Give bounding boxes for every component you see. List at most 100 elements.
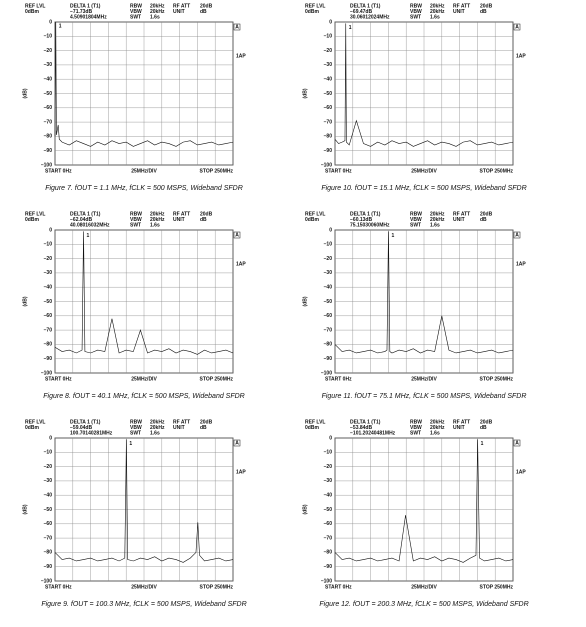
header-text: DELTA 1 (T1) (350, 211, 381, 217)
y-tick-label: –30 (324, 270, 333, 276)
x-stop-label: STOP 250MHz (200, 168, 234, 174)
x-start-label: START 0Hz (45, 376, 72, 382)
header-text: 0dBm (305, 9, 319, 15)
header-text: 20kHz (150, 419, 165, 425)
spectrum-line (334, 439, 514, 563)
y-tick-label: –60 (44, 313, 53, 319)
header-text: SWT (410, 222, 421, 228)
header-text: dB (200, 9, 207, 15)
header-text: 20kHz (150, 211, 165, 217)
y-tick-label: –90 (44, 356, 53, 362)
y-tick-label: –100 (321, 578, 332, 584)
header-text: 20kHz (150, 9, 165, 15)
y-tick-label: –100 (41, 370, 52, 376)
x-stop-label: STOP 250MHz (480, 376, 514, 382)
x-div-label: 25MHz/DIV (411, 584, 437, 590)
header-text: DELTA 1 (T1) (350, 3, 381, 9)
y-tick-label: –60 (324, 521, 333, 527)
caption: Figure 8. fOUT = 40.1 MHz, fCLK = 500 MS… (43, 393, 244, 400)
header-text: VBW (130, 217, 142, 223)
y-tick-label: –90 (324, 356, 333, 362)
header-text: RF ATT (453, 3, 470, 9)
y-tick-label: –30 (44, 62, 53, 68)
y-tick-label: –10 (44, 242, 53, 248)
y-tick-label: –50 (324, 299, 333, 305)
header-text: 1.6s (150, 14, 160, 20)
header-text: UNIT (453, 9, 465, 15)
header-text: dB (200, 425, 207, 431)
header-text: UNIT (173, 425, 185, 431)
y-tick-label: –50 (44, 507, 53, 513)
caption: Figure 7. fOUT = 1.1 MHz, fCLK = 500 MSP… (45, 185, 243, 192)
header-text: −69.47dB (350, 9, 372, 15)
header-text: dB (480, 9, 487, 15)
header-text: SWT (410, 14, 421, 20)
y-axis-label: (dB) (22, 296, 28, 306)
header-text: REF LVL (25, 3, 45, 9)
header-text: REF LVL (305, 3, 325, 9)
header-text: VBW (410, 9, 422, 15)
header-text: 20dB (200, 211, 213, 217)
badge-box (233, 231, 241, 239)
side-label: 1AP (236, 261, 246, 267)
marker-label: 1 (349, 25, 352, 31)
caption: Figure 10. fOUT = 15.1 MHz, fCLK = 500 M… (321, 185, 526, 192)
header-text: UNIT (173, 217, 185, 223)
header-text: 20kHz (430, 425, 445, 431)
x-start-label: START 0Hz (325, 376, 352, 382)
badge-box (513, 23, 521, 31)
x-stop-label: STOP 250MHz (480, 584, 514, 590)
header-text: SWT (130, 430, 141, 436)
badge-box (233, 439, 241, 447)
header-text: SWT (130, 222, 141, 228)
y-tick-label: –50 (44, 299, 53, 305)
y-tick-label: –10 (324, 450, 333, 456)
badge: A (515, 233, 519, 239)
y-tick-label: –60 (44, 105, 53, 111)
header-text: 1.6s (430, 430, 440, 436)
side-label: 1AP (236, 53, 246, 59)
header-text: 0dBm (25, 425, 39, 431)
header-text: VBW (130, 9, 142, 15)
x-start-label: START 0Hz (325, 168, 352, 174)
header-text: 1.6s (150, 430, 160, 436)
y-tick-label: –30 (44, 270, 53, 276)
header-text: 20dB (480, 419, 493, 425)
badge: A (235, 233, 239, 239)
y-tick-label: –20 (44, 256, 53, 262)
marker-label: 1 (391, 233, 394, 239)
header-text: RBW (130, 3, 142, 9)
y-tick-label: –90 (324, 148, 333, 154)
y-tick-label: –70 (324, 119, 333, 125)
header-text: 20dB (480, 3, 493, 9)
y-tick-label: –80 (324, 342, 333, 348)
header-text: RF ATT (173, 3, 190, 9)
y-tick-label: –20 (44, 48, 53, 54)
y-tick-label: –10 (44, 450, 53, 456)
header-text: RBW (410, 419, 422, 425)
header-text: 20kHz (150, 425, 165, 431)
header-text: 4.50901804MHz (70, 14, 107, 20)
y-tick-label: 0 (49, 435, 52, 441)
x-stop-label: STOP 250MHz (480, 168, 514, 174)
badge-box (513, 231, 521, 239)
y-axis-label: (dB) (22, 504, 28, 514)
header-text: RF ATT (173, 211, 190, 217)
header-text: 20dB (200, 419, 213, 425)
header-text: 20kHz (430, 3, 445, 9)
header-text: UNIT (453, 217, 465, 223)
y-tick-label: –20 (324, 464, 333, 470)
y-tick-label: –30 (324, 478, 333, 484)
y-tick-label: –50 (324, 91, 333, 97)
spectrum-line (54, 21, 234, 147)
header-text: −62.04dB (70, 217, 92, 223)
y-axis-label: (dB) (302, 504, 308, 514)
header-text: RF ATT (173, 419, 190, 425)
header-text: 30.06012024MHz (350, 14, 390, 20)
y-axis-label: (dB) (22, 88, 28, 98)
caption: Figure 12. fOUT = 200.3 MHz, fCLK = 500 … (319, 601, 528, 608)
header-text: dB (480, 425, 487, 431)
y-tick-label: –70 (324, 535, 333, 541)
y-tick-label: –30 (44, 478, 53, 484)
header-text: RBW (130, 211, 142, 217)
